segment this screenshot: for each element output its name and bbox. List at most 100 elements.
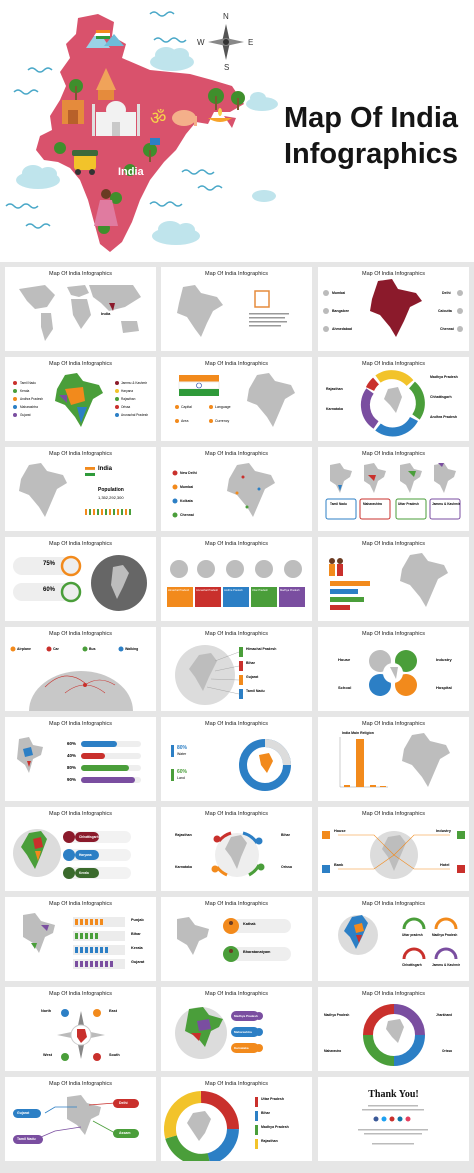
slide-thumbnail-9[interactable]: Map Of India Infographics Tamil Nadu Mah… [318, 447, 469, 531]
state-label-rajasthan: Rajasthan [326, 387, 343, 391]
slide-thumbnail-5[interactable]: Map Of India Infographics Capital Langua… [161, 357, 312, 441]
state-label-rajasthan: Rajasthan [261, 1139, 278, 1143]
slide-thumbnail-22[interactable]: Map Of India Infographics Punjab Bihar K… [5, 897, 156, 981]
india-map-grey [19, 463, 67, 517]
hero-illustration: ॐ [5, 11, 278, 252]
slide-thumbnail-7[interactable]: Map Of India Infographics India Populati… [5, 447, 156, 531]
slide-thumbnail-25[interactable]: Map Of India Infographics North East Wes… [5, 987, 156, 1071]
slide-thumbnail-20[interactable]: Map Of India Infographics Rajasthan Biha… [161, 807, 312, 891]
state-label-madhya-pradesh: Madhya Pradesh [430, 375, 458, 379]
slide-title: Map Of India Infographics [205, 451, 268, 457]
state-label-gujarat: Gujarat [20, 413, 31, 417]
slide-thumbnail-10[interactable]: Map Of India Infographics 75% 60% [5, 537, 156, 621]
state-label-uttar-pradesh: Uttar Pradesh [398, 502, 419, 506]
state-label-bihar: Bihar [261, 1111, 270, 1115]
transport-label-bus: Bus [89, 647, 96, 651]
state-label-kerala: Kerala [79, 871, 89, 875]
india-map-grey [402, 733, 450, 787]
india-map-grey [400, 553, 448, 607]
slide-thumbnail-3[interactable]: Map Of India Infographics Mumbai Bangalo… [318, 267, 469, 351]
slide-thumbnail-28[interactable]: Map Of India Infographics Delhi Gujarat … [5, 1077, 156, 1161]
state-label-madhya-pradesh: Madhya Pradesh [324, 1013, 350, 1017]
bar-chart [330, 581, 370, 610]
slide-thumbnail-27[interactable]: Map Of India Infographics Madhya Pradesh… [318, 987, 469, 1071]
city-label-ahmedabad: Ahmedabad [332, 327, 353, 331]
slide-thumbnail-30[interactable]: Thank You! [318, 1077, 469, 1161]
dance-label-bharatanatyam: Bharatanatyam [243, 950, 271, 954]
slide-thumbnail-6[interactable]: Map Of India Infographics Madhya Pradesh… [318, 357, 469, 441]
slide-title: Map Of India Infographics [362, 991, 425, 997]
slide-title: Map Of India Infographics [49, 811, 112, 817]
city-label-kolkata: Kolkata [180, 499, 193, 503]
slide-thumbnail-29[interactable]: Map Of India Infographics Uttar Pradesh … [161, 1077, 312, 1161]
slide-title: Map Of India Infographics [205, 901, 268, 907]
state-label-3: Andhra Pradesh [224, 589, 243, 592]
slide-thumbnail-17[interactable]: Map Of India Infographics 80% Water 60% … [161, 717, 312, 801]
religion-bar-chart [344, 739, 386, 787]
label-hotel: Hotel [440, 863, 450, 867]
gateway-icon [62, 100, 84, 124]
slide-title: Map Of India Infographics [362, 901, 425, 907]
bar-value-4: 90% [67, 777, 77, 782]
water-label: Water [177, 752, 187, 756]
slide-thumbnail-23[interactable]: Map Of India Infographics Kathak Bharata… [161, 897, 312, 981]
slide-title: Map Of India Infographics [49, 1081, 112, 1087]
label-house: House [334, 829, 346, 833]
slide-thumbnail-11[interactable]: Map Of India Infographics Himachal Prade… [161, 537, 312, 621]
city-label-mumbai: Mumbai [180, 485, 194, 489]
slide-thumbnail-15[interactable]: Map Of India Infographics House Industry… [318, 627, 469, 711]
cloud-icon [16, 47, 278, 245]
slide-thumbnail-24[interactable]: Map Of India Infographics Uttar pradesh … [318, 897, 469, 981]
state-label-delhi: Delhi [119, 1101, 128, 1105]
slide-thumbnail-13[interactable]: Map Of India Infographics Airplane Car B… [5, 627, 156, 711]
slide-thumbnail-8[interactable]: Map Of India Infographics New Delhi Mumb… [161, 447, 312, 531]
slide-thumbnail-2[interactable]: Map Of India Infographics [161, 267, 312, 351]
city-label-bangalore: Bangalore [332, 309, 350, 313]
slide-title: Map Of India Infographics [49, 541, 112, 547]
water-percentage: 80% [177, 745, 188, 751]
state-label-maharashtra: Maharashtra [234, 1030, 252, 1034]
state-label-maharashtra: Maharashtra [20, 405, 38, 409]
slide-title: Map Of India Infographics [205, 631, 268, 637]
slide-thumbnail-1[interactable]: Map Of India Infographics India [5, 267, 156, 351]
compass-north-label: N [223, 12, 229, 21]
slide-title: Map Of India Infographics [362, 361, 425, 367]
state-label-2: Arunachal Pradesh [196, 589, 219, 592]
land-percentage: 60% [177, 769, 188, 775]
state-label-4: Uttar Pradesh [252, 589, 269, 592]
state-label-gujarat: Gujarat [246, 675, 259, 679]
dancer-icon [223, 918, 239, 962]
hero-slide[interactable]: ॐ N S E W India Map Of India Infographic… [0, 0, 474, 262]
slide-thumbnail-4[interactable]: Map Of India Infographics Tamil Nadu Ker… [5, 357, 156, 441]
info-label-capital: Capital [181, 405, 192, 409]
slide-thumbnail-14[interactable]: Map Of India Infographics Himachal Prade… [161, 627, 312, 711]
world-map-icon [19, 285, 141, 341]
state-label-chhattisgarh: Chhattisgarh [402, 963, 422, 967]
slide-thumbnail-12[interactable]: Map Of India Infographics [318, 537, 469, 621]
state-label-orissa: Orissa [281, 865, 292, 869]
state-label-tamil-nadu: Tamil Nadu [20, 381, 36, 385]
state-label-andhra-pradesh: Andhra Pradesh [20, 397, 44, 401]
tea-cup-icon [150, 138, 160, 145]
slide-thumbnail-16[interactable]: Map Of India Infographics 60% 40% 80% 90… [5, 717, 156, 801]
slide-title: Map Of India Infographics [205, 1081, 268, 1087]
slide-title: Map Of India Infographics [205, 361, 268, 367]
slide-thumbnail-21[interactable]: Map Of India Infographics House Industry… [318, 807, 469, 891]
slide-thumbnail-26[interactable]: Map Of India Infographics Madhya Pradesh… [161, 987, 312, 1071]
slide-title: Map Of India Infographics [362, 541, 425, 547]
state-label-haryana: Haryana [121, 389, 134, 393]
info-label-area: Area [181, 419, 189, 423]
state-label-tamil-nadu: Tamil Nadu [17, 1137, 36, 1141]
india-map-grey [247, 373, 295, 427]
compass-east-label: E [248, 38, 254, 47]
state-label-andhra-pradesh: Andhra Pradesh [430, 415, 458, 419]
state-label-punjab: Punjab [131, 918, 144, 922]
gateway-icon [254, 290, 270, 308]
slide-title: Map Of India Infographics [362, 451, 425, 457]
slide-thumbnail-18[interactable]: Map Of India Infographics India Main Rel… [318, 717, 469, 801]
label-house: House [338, 657, 351, 662]
land-label: Land [177, 776, 185, 780]
compass-south-label: S [224, 63, 230, 72]
state-label-madhya-pradesh: Madhya Pradesh [261, 1125, 289, 1129]
slide-thumbnail-19[interactable]: Map Of India Infographics Chhattisgarh H… [5, 807, 156, 891]
